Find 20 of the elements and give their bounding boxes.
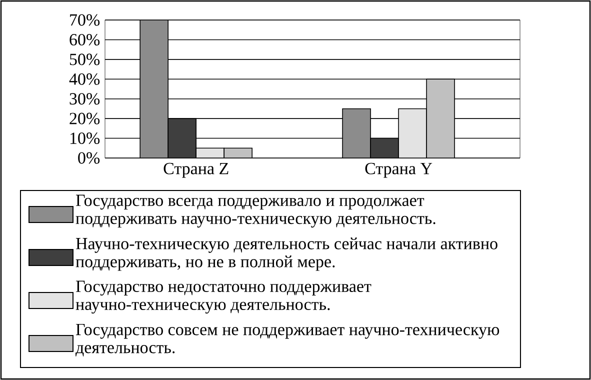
legend-label: Государство совсем не поддерживает научно-техническую деятельность. xyxy=(75,324,500,356)
bar xyxy=(140,20,168,158)
legend-label: Научно-техническую деятельность сейчас начали активно поддерживать, но не в полной мере. xyxy=(76,238,498,271)
bar xyxy=(426,78,455,158)
bar xyxy=(168,118,196,158)
x-tick-label: Страна Y xyxy=(365,162,432,178)
y-tick-label: 70% xyxy=(70,14,100,26)
bar xyxy=(398,108,427,158)
y-tick-label: 20% xyxy=(70,112,100,124)
y-tick-label: 0% xyxy=(78,152,100,164)
legend-label: Государство всегда поддерживало и продолжает поддерживать научно-техническую деятельность. xyxy=(76,194,436,228)
bar xyxy=(370,138,399,158)
y-tick-label: 50% xyxy=(70,54,100,66)
y-tick-label: 40% xyxy=(69,73,100,85)
x-tick-label: Страна Z xyxy=(164,162,228,178)
bar xyxy=(342,108,371,158)
y-tick-label: 60% xyxy=(70,34,100,46)
legend-label: Государство недостаточно поддерживает научно-техническую деятельность. xyxy=(76,280,372,314)
y-tick-label: 10% xyxy=(70,132,100,144)
y-tick-label: 30% xyxy=(70,93,100,105)
